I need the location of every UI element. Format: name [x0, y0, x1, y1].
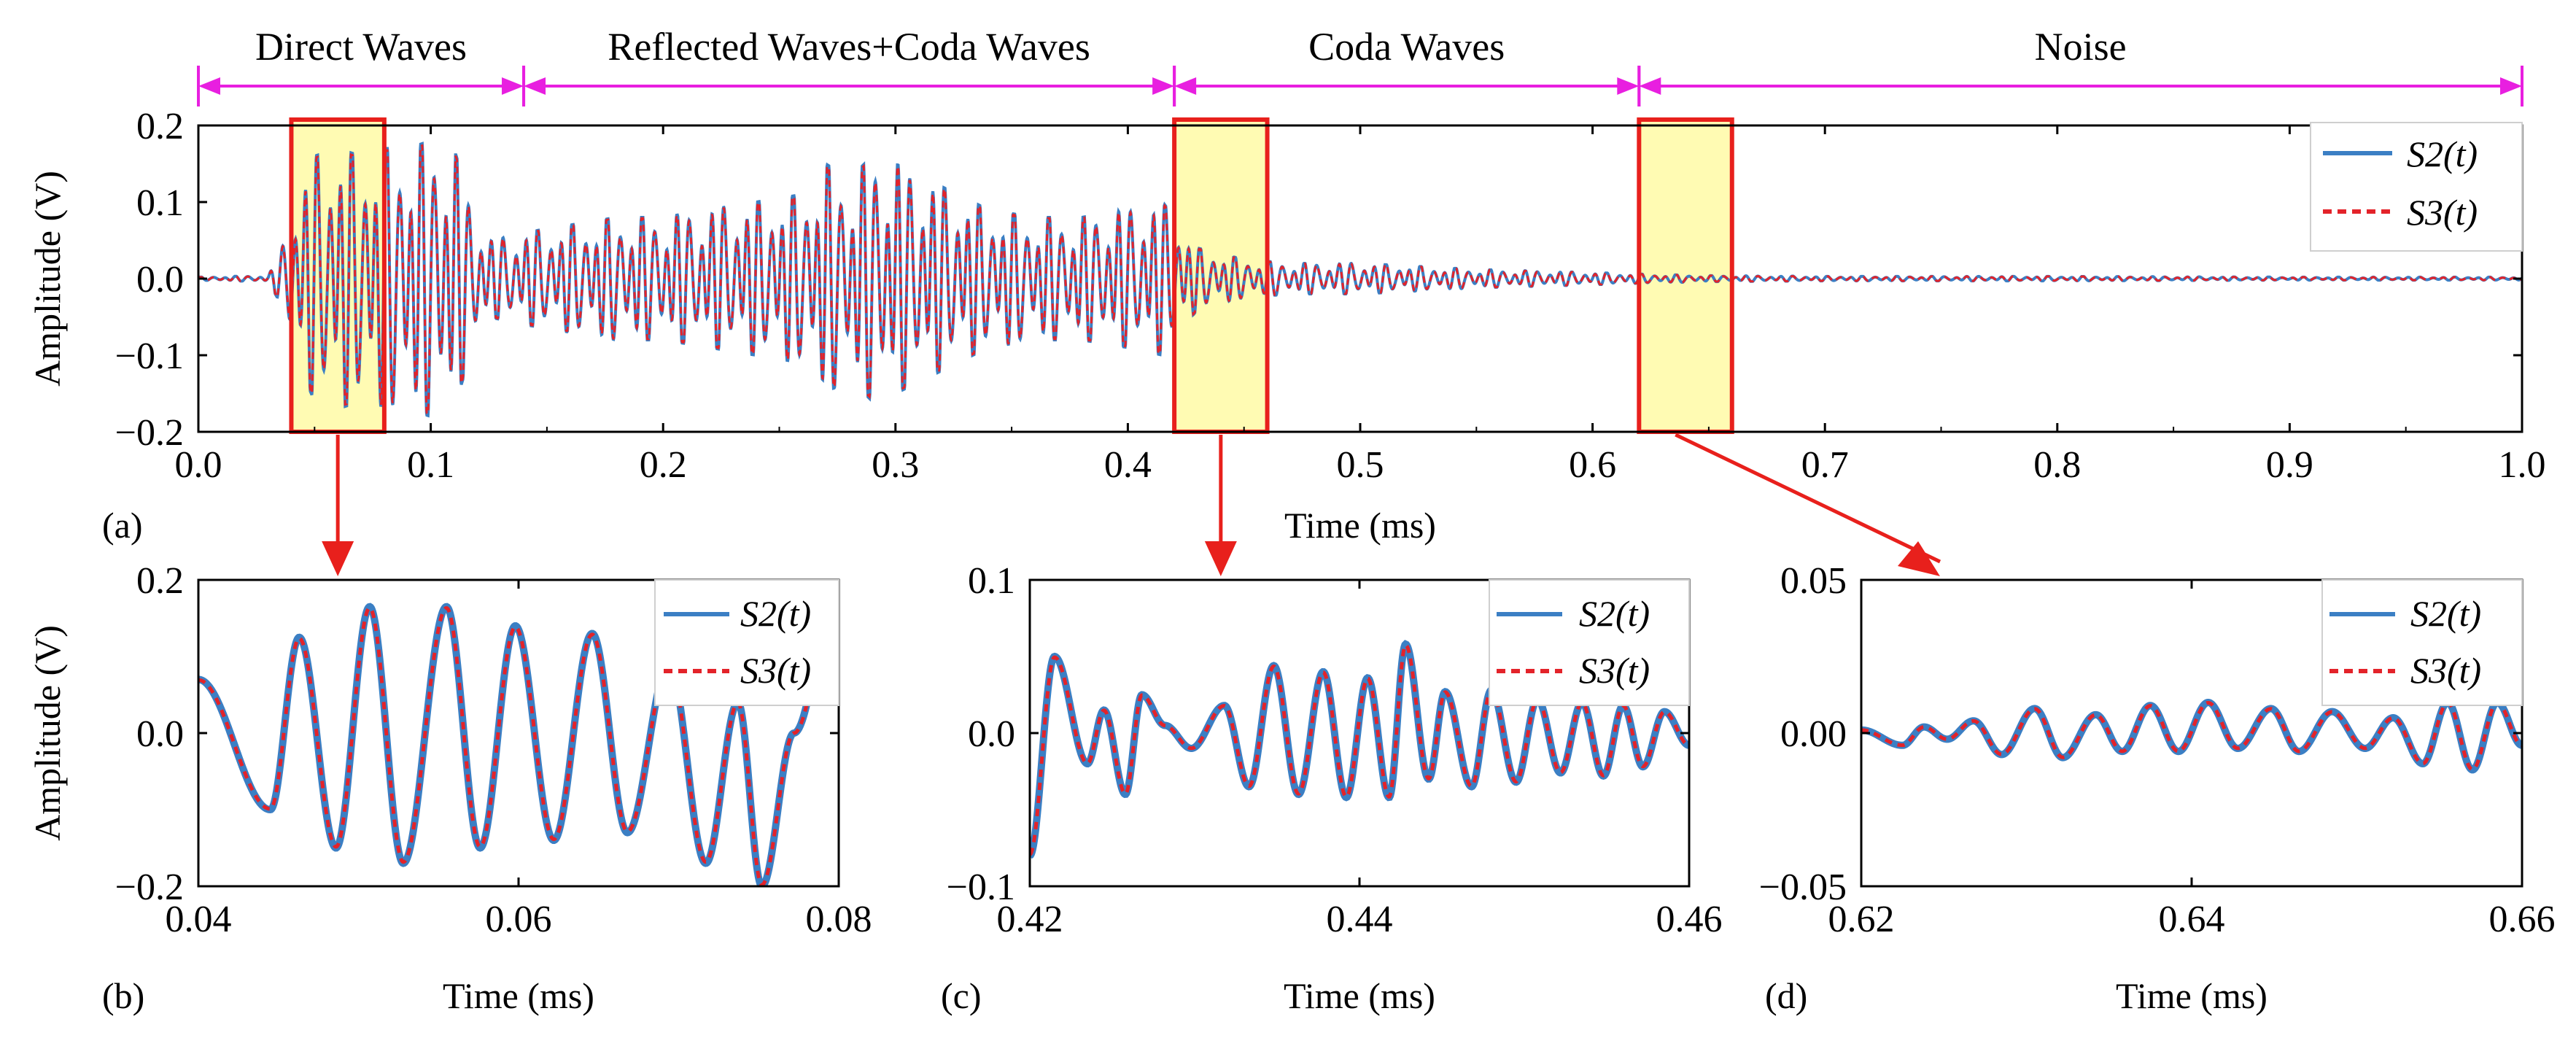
y-axis-a: 0.2 0.1 0.0 −0.1 −0.2 — [115, 106, 2522, 454]
y-tick-label: −0.1 — [115, 336, 184, 377]
zoom-arrow-head-c — [1204, 541, 1237, 576]
x-tick-label: 0.44 — [1327, 899, 1393, 940]
x-tick-label: 0.4 — [1104, 444, 1152, 486]
segment-arrow-head — [198, 77, 220, 95]
zoom-arrow-head-b — [322, 541, 354, 576]
x-tick-label: 0.0 — [175, 444, 222, 486]
segment-arrow-head — [1152, 77, 1175, 95]
y-tick-label: 0.0 — [968, 713, 1015, 755]
panel-c: 0.42 0.44 0.46 0.1 0.0 −0.1 Time (ms) (c) S2… — [941, 560, 1723, 1016]
segment-annotations: Direct Waves Reflected Waves+Coda Waves Co… — [197, 25, 2523, 106]
legend-label-s2: S2(t) — [1579, 593, 1650, 634]
y-tick-label: 0.1 — [136, 182, 184, 224]
legend-label-s3: S3(t) — [2407, 192, 2478, 233]
x-tick-label: 0.1 — [407, 444, 454, 486]
segment-arrow-head — [502, 77, 524, 95]
panel-label-d: (d) — [1765, 975, 1807, 1016]
y-tick-label: 0.00 — [1780, 713, 1847, 755]
segment-arrow-head — [1174, 77, 1197, 95]
x-tick-label: 0.06 — [486, 899, 552, 940]
x-axis-label-c: Time (ms) — [1284, 975, 1435, 1016]
segment-arrow-head — [2500, 77, 2522, 95]
x-axis-label-d: Time (ms) — [2116, 975, 2267, 1016]
legend-label-s2: S2(t) — [2410, 593, 2481, 634]
x-tick-label: 0.7 — [1801, 444, 1849, 486]
panel-d: 0.62 0.64 0.66 0.05 0.00 −0.05 Time (ms) (d)… — [1759, 560, 2556, 1016]
panel-b: 0.04 0.06 0.08 0.2 0.0 −0.2 Time (ms) Amplit… — [27, 560, 872, 1016]
y-tick-label: −0.2 — [115, 412, 184, 454]
segment-label: Coda Waves — [1308, 25, 1505, 69]
x-axis-label-a: Time (ms) — [1284, 505, 1436, 546]
y-tick-label: 0.0 — [136, 713, 184, 755]
x-tick-label: 0.62 — [1828, 899, 1895, 940]
x-tick-label: 0.9 — [2266, 444, 2313, 486]
x-tick-label: 0.64 — [2159, 899, 2225, 940]
series-s3-line-b — [198, 580, 839, 886]
y-tick-label: −0.05 — [1759, 867, 1847, 908]
x-tick-label: 0.6 — [1569, 444, 1616, 486]
x-tick-label: 0.66 — [2489, 899, 2556, 940]
y-tick-label: −0.1 — [947, 867, 1015, 908]
series-s2-line-d — [1861, 698, 2522, 774]
zoom-arrows — [322, 433, 1941, 576]
x-tick-label: 0.5 — [1337, 444, 1384, 486]
panel-label-c: (c) — [941, 975, 982, 1016]
x-tick-label: 0.04 — [166, 899, 232, 940]
legend-a: S2(t) S3(t) — [2310, 122, 2523, 252]
x-tick-label: 0.2 — [640, 444, 687, 486]
panel-label-a: (a) — [102, 505, 143, 546]
zoom-arrow-line-d — [1675, 433, 1941, 564]
legend-label-s3: S3(t) — [2410, 650, 2481, 691]
series-s2-line-a — [198, 142, 2522, 418]
panel-label-b: (b) — [102, 975, 144, 1016]
y-axis-b: 0.2 0.0 −0.2 — [115, 560, 839, 908]
x-tick-label: 0.42 — [997, 899, 1063, 940]
y-tick-label: 0.1 — [968, 560, 1015, 602]
segment-label: Noise — [2035, 25, 2127, 69]
x-tick-label: 0.08 — [806, 899, 872, 940]
x-tick-label: 0.8 — [2033, 444, 2081, 486]
series-s3-line-d — [1861, 700, 2522, 772]
y-axis-d: 0.05 0.00 −0.05 — [1759, 560, 2522, 908]
plot-area-b — [198, 580, 839, 886]
legend-label-s3: S3(t) — [1579, 650, 1650, 691]
x-axis-b: 0.04 0.06 0.08 — [166, 580, 872, 940]
y-tick-label: 0.2 — [136, 560, 184, 602]
x-axis-c: 0.42 0.44 0.46 — [997, 580, 1723, 940]
segment-label: Reflected Waves+Coda Waves — [608, 25, 1090, 69]
x-axis-a: 0.0 0.1 0.2 0.3 0.4 0.5 0.6 0.7 0.8 0.9 1.0 — [175, 125, 2546, 486]
legend-label-s3: S3(t) — [740, 650, 811, 691]
y-tick-label: 0.0 — [136, 259, 184, 301]
x-tick-label: 0.46 — [1656, 899, 1723, 940]
segment-arrow-head — [524, 77, 546, 95]
x-axis-label-b: Time (ms) — [443, 975, 594, 1016]
x-tick-label: 0.3 — [872, 444, 919, 486]
x-axis-d: 0.62 0.64 0.66 — [1828, 580, 2556, 940]
y-tick-label: −0.2 — [115, 867, 184, 908]
panel-a: Direct Waves Reflected Waves+Coda Waves Co… — [27, 25, 2546, 546]
segment-label: Direct Waves — [255, 25, 467, 69]
legend-label-s2: S2(t) — [2407, 133, 2478, 174]
plot-area-d — [1861, 698, 2522, 774]
legend-label-s2: S2(t) — [740, 593, 811, 634]
y-axis-label-a: Amplitude (V) — [27, 171, 68, 387]
legend-b: S2(t) S3(t) — [654, 579, 839, 706]
legend-c: S2(t) S3(t) — [1489, 579, 1690, 706]
y-tick-label: 0.2 — [136, 106, 184, 147]
y-axis-c: 0.1 0.0 −0.1 — [947, 560, 1689, 908]
legend-d: S2(t) S3(t) — [2321, 579, 2523, 706]
plot-area-a — [198, 142, 2522, 418]
y-axis-label-b: Amplitude (V) — [27, 625, 68, 841]
segment-arrow-head — [1639, 77, 1661, 95]
zoom-arrow-head-d — [1898, 541, 1940, 576]
segment-arrow-head — [1617, 77, 1640, 95]
x-tick-label: 1.0 — [2499, 444, 2546, 486]
y-tick-label: 0.05 — [1780, 560, 1847, 602]
